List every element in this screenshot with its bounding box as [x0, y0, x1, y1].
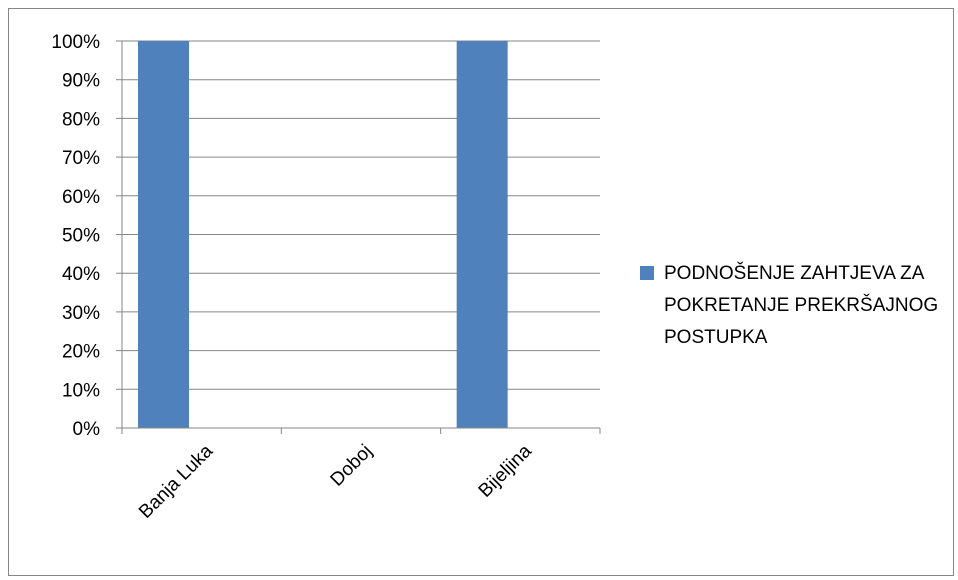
x-category-label: Banja Luka — [135, 440, 217, 522]
legend: PODNOŠENJE ZAHTJEVA ZA POKRETANJE PREKRŠ… — [640, 258, 950, 354]
x-category-labels: Banja Luka Doboj Bijeljina — [135, 440, 536, 522]
y-tick-label: 0% — [73, 419, 101, 440]
legend-label: PODNOŠENJE ZAHTJEVA ZA POKRETANJE PREKRŠ… — [664, 263, 939, 348]
y-tick-label: 30% — [62, 303, 100, 324]
y-tick-label: 50% — [62, 226, 100, 247]
x-category-label: Bijeljina — [475, 440, 536, 501]
legend-swatch — [640, 266, 654, 280]
bar — [138, 41, 189, 428]
y-tick-label: 10% — [62, 380, 100, 401]
y-tick-label: 60% — [62, 187, 100, 208]
y-tick-label: 90% — [62, 71, 100, 92]
x-category-label: Doboj — [327, 441, 377, 491]
bars — [138, 41, 508, 428]
y-tick-labels: 0% 10% 20% 30% 40% 50% 60% 70% 80% 90% 100% — [51, 32, 100, 440]
bar — [456, 41, 508, 428]
gridlines — [122, 40, 600, 429]
y-tick-label: 80% — [62, 109, 100, 130]
y-tick-label: 40% — [62, 264, 100, 285]
axes — [116, 40, 601, 434]
y-tick-label: 20% — [62, 342, 100, 363]
y-tick-label: 70% — [62, 148, 100, 169]
y-tick-label: 100% — [51, 32, 100, 53]
